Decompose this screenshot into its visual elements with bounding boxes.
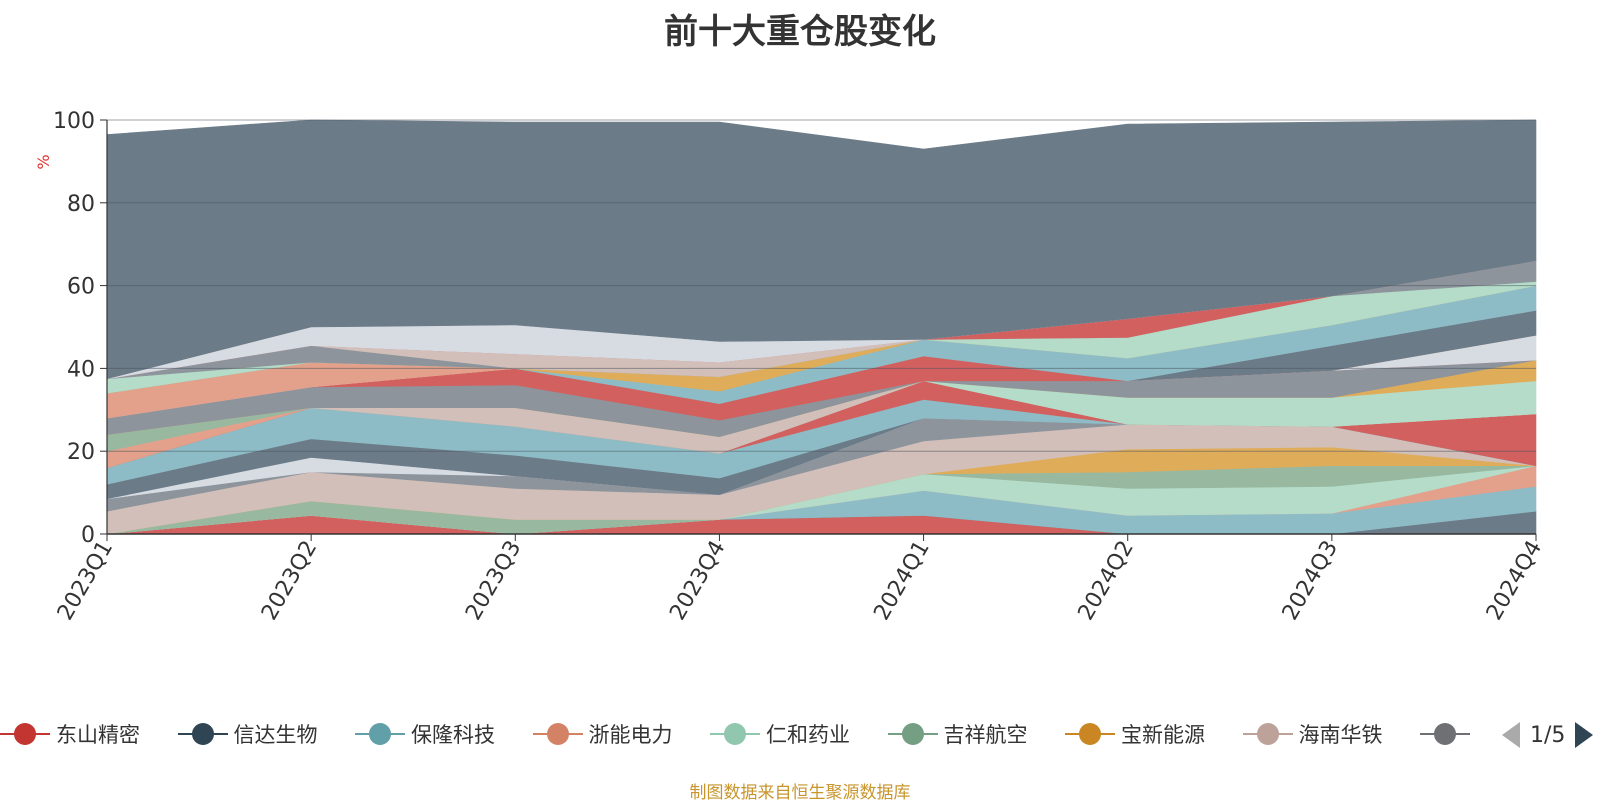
y-tick-label-0: 0 [81, 523, 95, 548]
legend-label: 保隆科技 [411, 723, 495, 747]
y-tick-label-5: 100 [53, 109, 95, 134]
prev-page-icon[interactable] [1500, 720, 1522, 750]
legend-item-3[interactable]: 浙能电力 [532, 716, 673, 752]
legend-item-5[interactable]: 吉祥航空 [887, 716, 1028, 752]
y-axis-label: % [34, 154, 53, 169]
legend-item-4[interactable]: 仁和药业 [710, 716, 850, 752]
legend-item-8[interactable] [1420, 716, 1470, 752]
y-tick-label-3: 60 [67, 275, 95, 300]
x-tick-label-7: 2024Q4 [1482, 537, 1547, 625]
legend-marker-icon [532, 723, 583, 745]
legend-label: 东山精密 [56, 723, 140, 747]
legend-pager: 1/5 [1500, 718, 1595, 752]
legend-label: 海南华铁 [1298, 723, 1383, 747]
legend-label: 浙能电力 [588, 723, 673, 747]
legend-item-2[interactable]: 保隆科技 [355, 716, 495, 752]
legend-item-1[interactable]: 信达生物 [177, 716, 318, 752]
chart-title: 前十大重仓股变化 [664, 12, 936, 52]
source-note: 制图数据来自恒生聚源数据库 [689, 783, 911, 803]
legend-marker-icon [177, 723, 228, 745]
next-page-icon[interactable] [1573, 720, 1595, 750]
legend-item-6[interactable]: 宝新能源 [1065, 716, 1205, 752]
legend-marker-icon [710, 723, 760, 745]
legend-marker-icon [355, 723, 405, 745]
area-layer [106, 119, 1537, 535]
area-series-30 [106, 119, 1537, 380]
legend-marker-icon [887, 723, 938, 745]
legend-label: 仁和药业 [766, 723, 850, 747]
grid-layer [107, 119, 1536, 452]
y-tick-label-2: 40 [67, 357, 95, 382]
legend-item-7[interactable]: 海南华铁 [1242, 716, 1383, 752]
x-tick-label-0: 2023Q1 [53, 537, 118, 625]
chart-plot: 0 20 40 60 80 100 2023Q1 2023Q2 2023Q3 2023Q4 2024… [34, 109, 1547, 625]
legend-marker-icon [1242, 723, 1293, 745]
legend-label: 信达生物 [233, 723, 318, 747]
legend-label: 宝新能源 [1121, 723, 1205, 747]
legend: 东山精密 信达生物 保隆科技 浙能电力 仁和药业 吉祥航空 宝新能源 海南华铁 [0, 716, 1470, 752]
legend-marker-icon [1420, 723, 1470, 745]
x-tick-label-2: 2023Q3 [461, 537, 526, 625]
legend-marker-icon [1065, 723, 1115, 745]
y-tick-label-4: 80 [67, 192, 95, 217]
x-tick-label-6: 2024Q3 [1278, 537, 1343, 625]
x-tick-label-4: 2024Q1 [869, 537, 934, 625]
legend-label: 吉祥航空 [943, 723, 1028, 747]
legend-page-indicator: 1/5 [1530, 722, 1566, 748]
x-tick-label-5: 2024Q2 [1074, 537, 1139, 625]
y-tick-label-1: 20 [67, 440, 95, 465]
legend-marker-icon [0, 723, 50, 745]
legend-item-0[interactable]: 东山精密 [0, 716, 140, 752]
x-tick-label-1: 2023Q2 [257, 537, 322, 625]
x-tick-label-3: 2023Q4 [665, 537, 730, 625]
